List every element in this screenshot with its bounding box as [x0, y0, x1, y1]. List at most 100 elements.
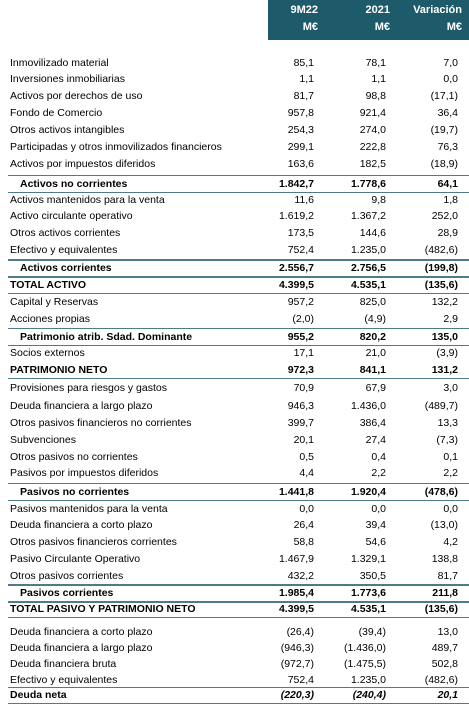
separator — [8, 378, 469, 379]
row-label: Otros pasivos no corrientes — [10, 451, 138, 463]
row-label: Activos por impuestos diferidos — [10, 158, 156, 170]
cell-value: 1,8 — [443, 194, 458, 206]
cell-value: 58,8 — [293, 536, 314, 548]
header-band — [268, 0, 469, 40]
row-label: Deuda financiera a corto plazo — [10, 626, 153, 638]
cell-value: 386,4 — [359, 417, 386, 429]
cell-value: 163,6 — [287, 158, 314, 170]
column-header: 2021 — [365, 4, 390, 16]
cell-value: 138,8 — [431, 553, 458, 565]
cell-value: (4,9) — [364, 313, 386, 325]
cell-value: 182,5 — [359, 158, 386, 170]
row-label: Patrimonio atrib. Sdad. Dominante — [20, 331, 193, 343]
cell-value: 81,7 — [437, 570, 458, 582]
cell-value: 36,4 — [437, 107, 458, 119]
row-label: TOTAL ACTIVO — [10, 279, 87, 291]
cell-value: 350,5 — [359, 570, 386, 582]
cell-value: 0,0 — [371, 503, 386, 515]
cell-value: 254,3 — [287, 124, 314, 136]
cell-value: 1.436,0 — [350, 400, 386, 412]
cell-value: 81,7 — [293, 90, 314, 102]
cell-value: 20,1 — [293, 434, 314, 446]
cell-value: 13,0 — [437, 626, 458, 638]
cell-value: 432,2 — [287, 570, 314, 582]
cell-value: 76,3 — [437, 141, 458, 153]
cell-value: 132,2 — [431, 296, 458, 308]
cell-value: 70,9 — [293, 382, 314, 394]
row-label: Activos mantenidos para la venta — [10, 194, 165, 206]
row-label: Activos por derechos de uso — [10, 90, 143, 102]
row-label: Socios externos — [10, 347, 85, 359]
cell-value: 1.467,9 — [278, 553, 314, 565]
cell-value: 54,6 — [365, 536, 386, 548]
separator — [8, 483, 469, 484]
cell-value: 841,1 — [359, 364, 386, 376]
row-label: Subvenciones — [10, 434, 76, 446]
cell-value: 0,1 — [443, 451, 458, 463]
cell-value: (18,9) — [430, 158, 458, 170]
cell-value: 4.399,5 — [278, 603, 314, 615]
row-label: Provisiones para riesgos y gastos — [10, 382, 167, 394]
row-label: Pasivos por impuestos diferidos — [10, 467, 159, 479]
row-label: Otros pasivos financieros no corrientes — [10, 417, 192, 429]
cell-value: 972,3 — [287, 364, 314, 376]
cell-value: 921,4 — [359, 107, 386, 119]
row-label: Pasivos no corrientes — [20, 486, 130, 498]
cell-value: 1.329,1 — [350, 553, 386, 565]
cell-value: 135,0 — [431, 331, 458, 343]
column-header: M€ — [374, 21, 390, 33]
cell-value: 21,0 — [365, 347, 386, 359]
cell-value: 2,2 — [371, 467, 386, 479]
column-header: 9M22 — [290, 4, 318, 16]
row-label: Fondo de Comercio — [10, 107, 103, 119]
cell-value: 489,7 — [431, 642, 458, 654]
cell-value: 28,9 — [437, 227, 458, 239]
row-label: Pasivo Circulante Operativo — [10, 553, 141, 565]
cell-value: (7,3) — [436, 434, 458, 446]
separator — [8, 703, 469, 704]
cell-value: 211,8 — [432, 587, 458, 599]
row-label: Activo circulante operativo — [10, 210, 133, 222]
cell-value: 1.920,4 — [350, 486, 386, 498]
cell-value: 0,0 — [443, 503, 458, 515]
cell-value: (19,7) — [430, 124, 458, 136]
cell-value: (482,6) — [424, 244, 458, 256]
cell-value: 752,4 — [287, 244, 314, 256]
cell-value: 2.756,5 — [350, 262, 386, 274]
row-label: Deuda financiera bruta — [10, 658, 117, 670]
cell-value: (972,7) — [280, 658, 314, 670]
cell-value: 9,8 — [371, 194, 386, 206]
cell-value: 4.535,1 — [350, 603, 386, 615]
cell-value: 1.619,2 — [278, 210, 314, 222]
separator — [8, 192, 469, 193]
cell-value: 1.773,6 — [350, 587, 386, 599]
row-label: Efectivo y equivalentes — [10, 244, 118, 256]
cell-value: (3,9) — [436, 347, 458, 359]
cell-value: 222,8 — [359, 141, 386, 153]
cell-value: 252,0 — [431, 210, 458, 222]
cell-value: 1.778,6 — [350, 178, 386, 190]
cell-value: 4.535,1 — [350, 279, 386, 291]
separator — [8, 500, 469, 501]
cell-value: 67,9 — [365, 382, 386, 394]
cell-value: 274,0 — [359, 124, 386, 136]
column-header: M€ — [302, 21, 318, 33]
cell-value: 1.842,7 — [278, 178, 314, 190]
cell-value: 752,4 — [287, 674, 314, 686]
cell-value: (1.475,5) — [343, 658, 386, 670]
cell-value: 2,9 — [443, 313, 458, 325]
row-label: Otros activos intangibles — [10, 124, 125, 136]
cell-value: (482,6) — [424, 674, 458, 686]
cell-value: 78,1 — [365, 57, 386, 69]
cell-value: 2.556,7 — [278, 262, 314, 274]
cell-value: 0,0 — [443, 73, 458, 85]
cell-value: (135,6) — [424, 279, 458, 291]
cell-value: (240,4) — [352, 689, 386, 701]
row-label: Deuda financiera a corto plazo — [10, 519, 153, 531]
cell-value: 20,1 — [437, 689, 458, 701]
cell-value: (26,4) — [286, 626, 314, 638]
cell-value: 85,1 — [293, 57, 314, 69]
cell-value: 0,0 — [299, 503, 314, 515]
row-label: Otros pasivos corrientes — [10, 570, 124, 582]
cell-value: 957,2 — [287, 296, 314, 308]
